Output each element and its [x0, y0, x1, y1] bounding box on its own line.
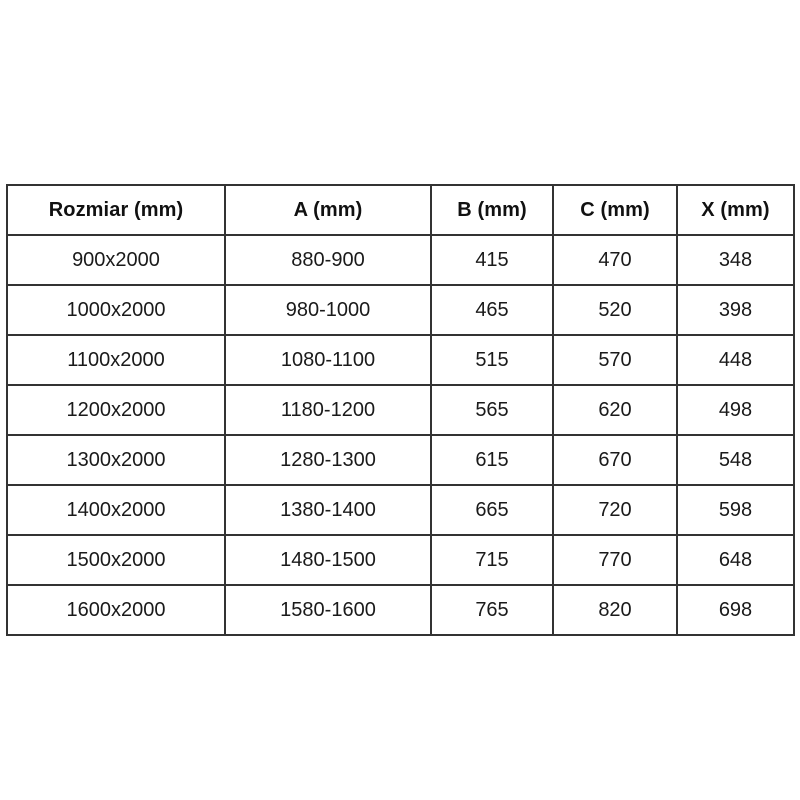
cell-b: 515 [430, 334, 554, 386]
cell-x: 648 [676, 534, 795, 586]
cell-a: 1280-1300 [224, 434, 432, 486]
table-header-row: Rozmiar (mm) A (mm) B (mm) C (mm) X (mm) [6, 184, 795, 236]
cell-c: 620 [552, 384, 678, 436]
table-row: 1100x2000 1080-1100 515 570 448 [6, 334, 795, 386]
column-header-a: A (mm) [224, 184, 432, 236]
cell-size: 1300x2000 [6, 434, 226, 486]
table-row: 1200x2000 1180-1200 565 620 498 [6, 384, 795, 436]
specification-table: Rozmiar (mm) A (mm) B (mm) C (mm) X (mm)… [6, 184, 795, 636]
cell-a: 1480-1500 [224, 534, 432, 586]
column-header-x: X (mm) [676, 184, 795, 236]
table-row: 1500x2000 1480-1500 715 770 648 [6, 534, 795, 586]
specification-table-container: Rozmiar (mm) A (mm) B (mm) C (mm) X (mm)… [6, 184, 795, 636]
cell-a: 980-1000 [224, 284, 432, 336]
cell-a: 880-900 [224, 234, 432, 286]
cell-x: 498 [676, 384, 795, 436]
cell-b: 765 [430, 584, 554, 636]
cell-x: 398 [676, 284, 795, 336]
table-row: 1400x2000 1380-1400 665 720 598 [6, 484, 795, 536]
cell-b: 415 [430, 234, 554, 286]
cell-size: 1200x2000 [6, 384, 226, 436]
cell-c: 470 [552, 234, 678, 286]
cell-a: 1580-1600 [224, 584, 432, 636]
cell-c: 770 [552, 534, 678, 586]
cell-b: 715 [430, 534, 554, 586]
table-header: Rozmiar (mm) A (mm) B (mm) C (mm) X (mm) [6, 184, 795, 236]
cell-c: 520 [552, 284, 678, 336]
table-row: 1300x2000 1280-1300 615 670 548 [6, 434, 795, 486]
cell-b: 565 [430, 384, 554, 436]
cell-b: 665 [430, 484, 554, 536]
cell-x: 548 [676, 434, 795, 486]
cell-x: 598 [676, 484, 795, 536]
table-row: 1000x2000 980-1000 465 520 398 [6, 284, 795, 336]
cell-a: 1080-1100 [224, 334, 432, 386]
cell-c: 720 [552, 484, 678, 536]
cell-a: 1380-1400 [224, 484, 432, 536]
cell-size: 1500x2000 [6, 534, 226, 586]
cell-b: 465 [430, 284, 554, 336]
cell-size: 1400x2000 [6, 484, 226, 536]
table-row: 900x2000 880-900 415 470 348 [6, 234, 795, 286]
column-header-size: Rozmiar (mm) [6, 184, 226, 236]
cell-a: 1180-1200 [224, 384, 432, 436]
cell-size: 900x2000 [6, 234, 226, 286]
table-body: 900x2000 880-900 415 470 348 1000x2000 980-100… [6, 234, 795, 636]
cell-x: 448 [676, 334, 795, 386]
cell-size: 1000x2000 [6, 284, 226, 336]
cell-size: 1600x2000 [6, 584, 226, 636]
cell-size: 1100x2000 [6, 334, 226, 386]
cell-c: 570 [552, 334, 678, 386]
cell-b: 615 [430, 434, 554, 486]
cell-x: 348 [676, 234, 795, 286]
cell-x: 698 [676, 584, 795, 636]
column-header-c: C (mm) [552, 184, 678, 236]
cell-c: 820 [552, 584, 678, 636]
table-row: 1600x2000 1580-1600 765 820 698 [6, 584, 795, 636]
column-header-b: B (mm) [430, 184, 554, 236]
cell-c: 670 [552, 434, 678, 486]
